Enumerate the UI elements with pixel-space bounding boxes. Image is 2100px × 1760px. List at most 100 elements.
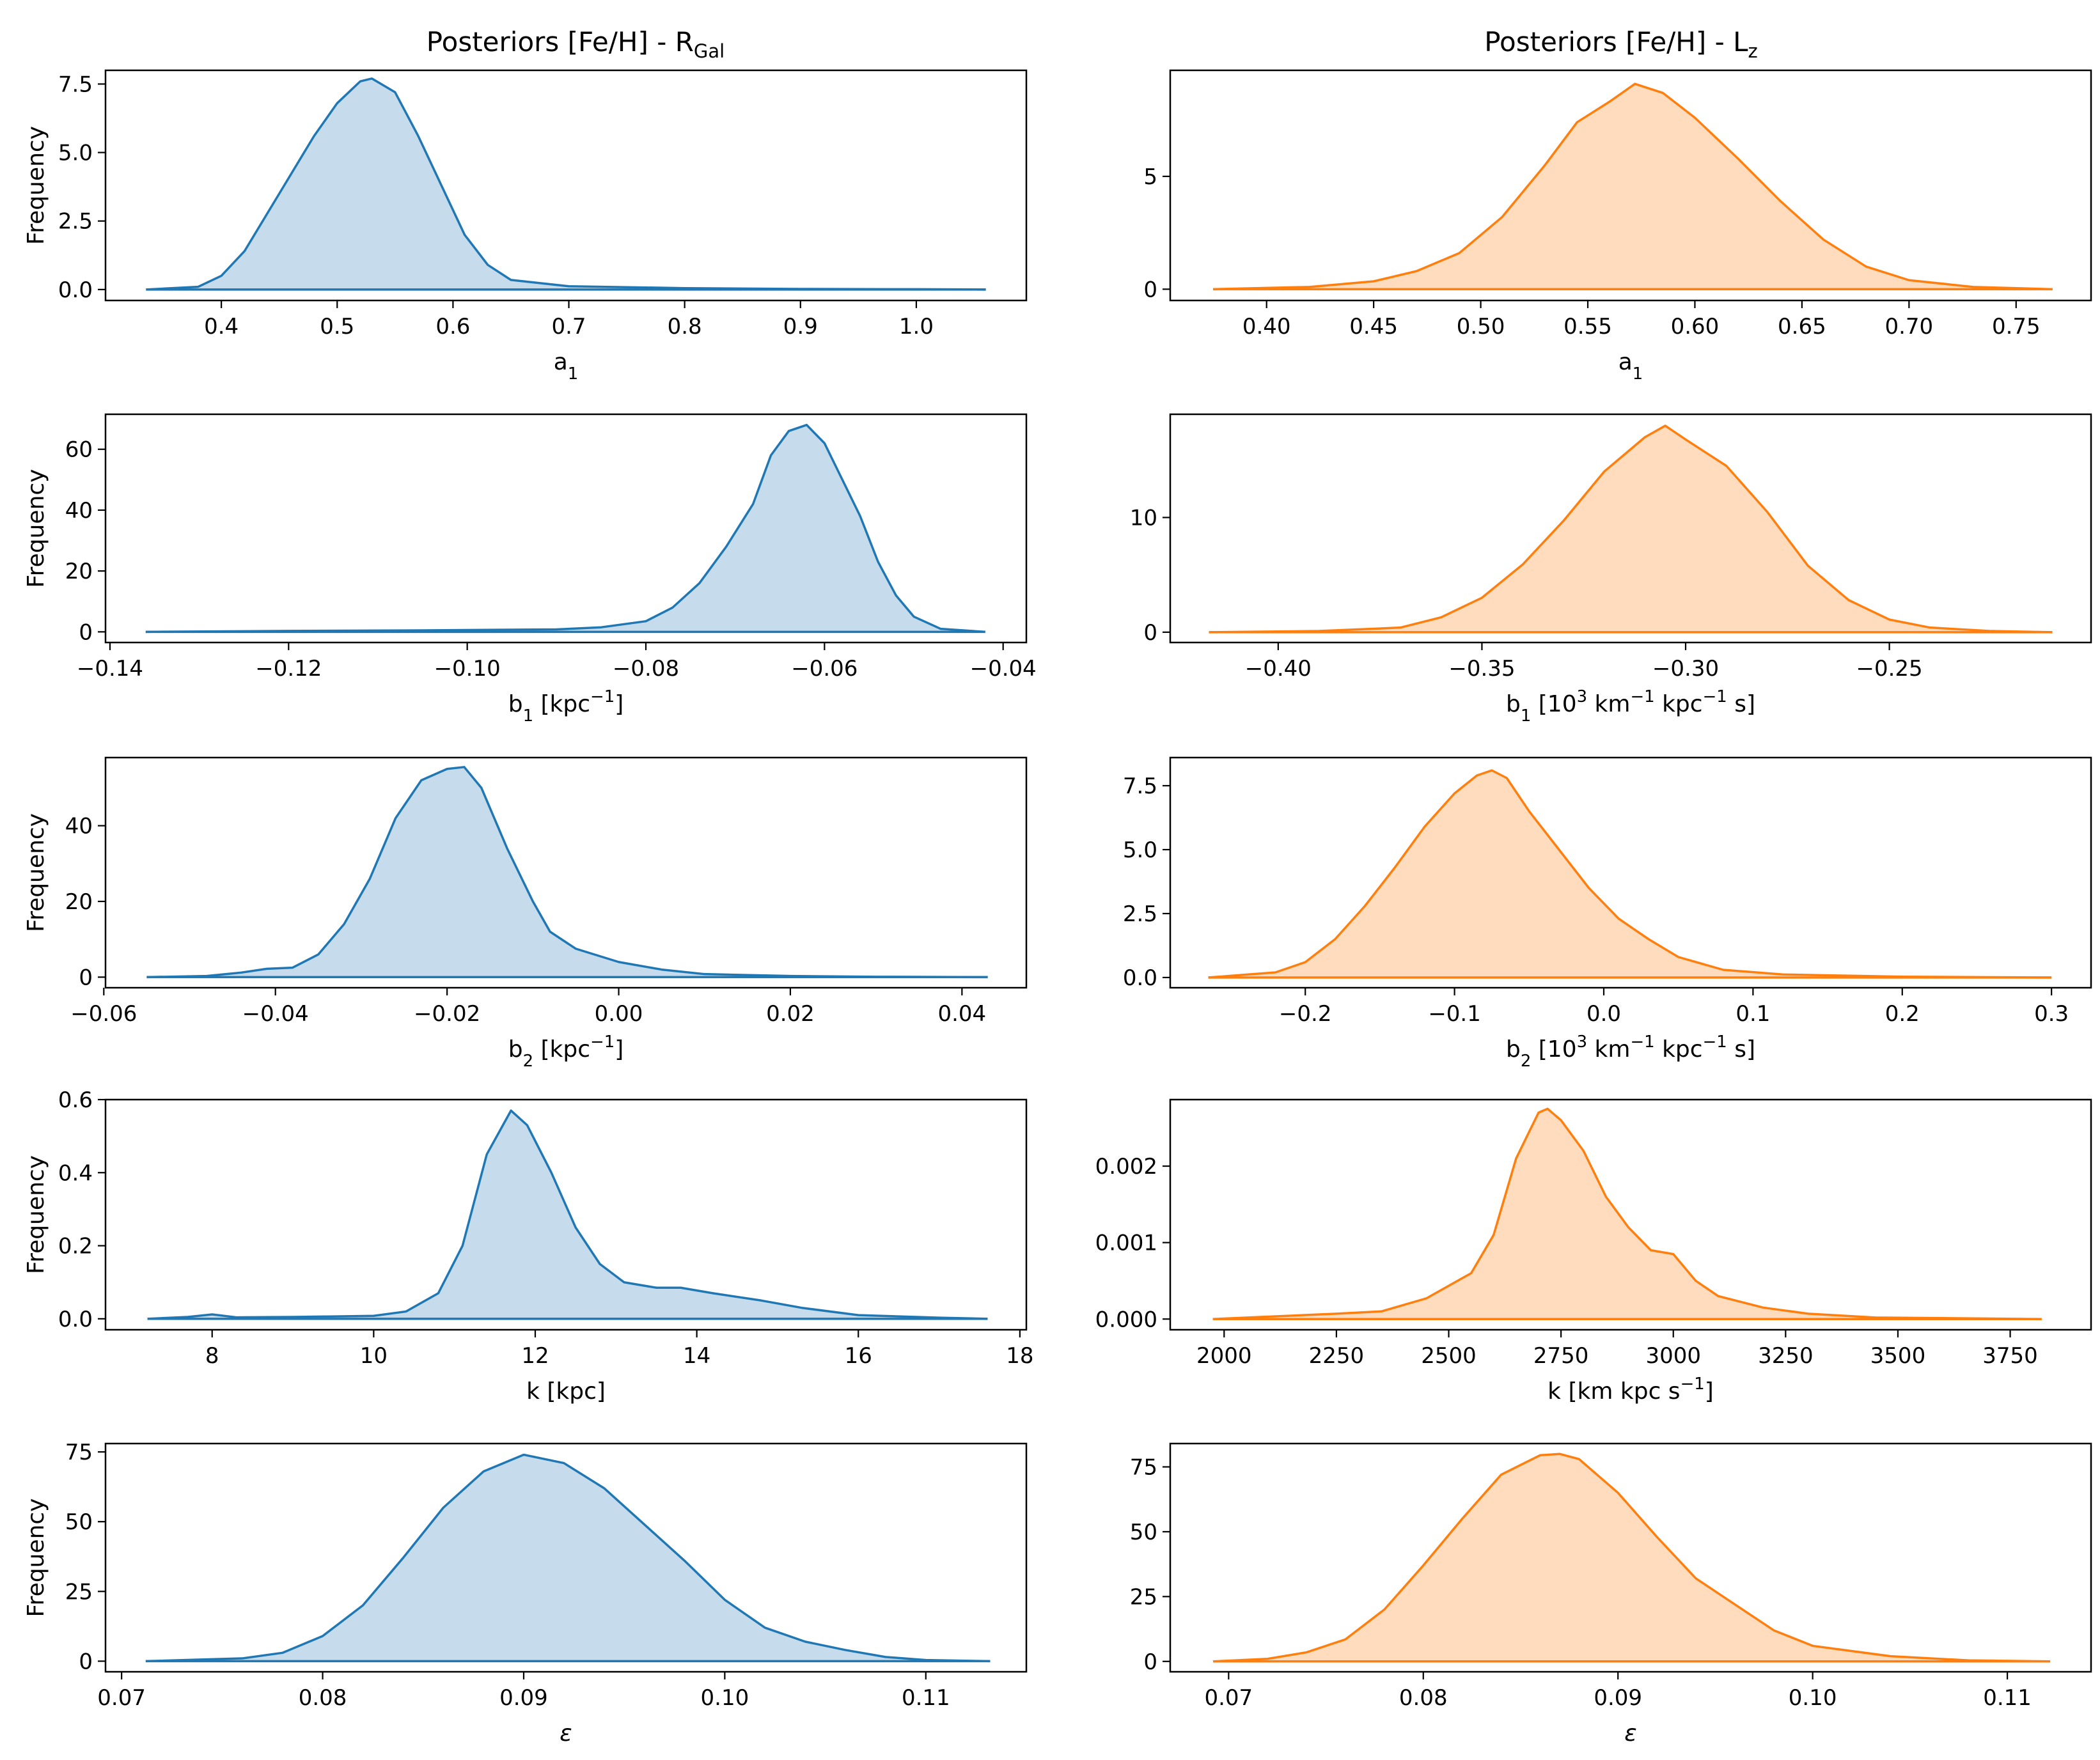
x-tick-label: 0.11 — [1983, 1685, 2032, 1711]
y-tick-label: 0.4 — [58, 1160, 93, 1186]
axes-frame — [1169, 756, 2092, 989]
x-tick-label: 0.3 — [2034, 1001, 2069, 1027]
density-curve — [147, 1109, 988, 1320]
x-tick-label: −0.1 — [1428, 1001, 1481, 1027]
y-tick-label: 0 — [79, 965, 93, 990]
y-tick-label: 2.5 — [1123, 901, 1157, 927]
axes-frame — [1169, 69, 2092, 302]
x-tick-label: 0.09 — [499, 1685, 548, 1711]
y-tick-label: 7.5 — [58, 72, 93, 97]
density-curve — [1208, 769, 2052, 979]
y-tick-label: 40 — [65, 814, 93, 839]
density-curve — [146, 77, 986, 291]
density-curve — [146, 766, 988, 979]
x-tick-label: −0.40 — [1245, 656, 1312, 681]
x-tick-label: 0.10 — [1789, 1685, 1837, 1711]
y-tick-label: 5 — [1143, 164, 1157, 190]
x-tick-label: 0.00 — [595, 1001, 643, 1027]
y-tick-label: 25 — [65, 1579, 93, 1605]
x-tick-label: −0.12 — [255, 656, 322, 681]
y-tick-label: 75 — [65, 1440, 93, 1465]
x-axis-label: b2 [103 km−1 kpc−1 s] — [1506, 1032, 1755, 1071]
x-tick-label: 3500 — [1870, 1343, 1926, 1369]
x-tick-label: 0.09 — [1594, 1685, 1642, 1711]
y-axis-label: Frequency — [23, 1499, 49, 1617]
axes-frame — [104, 413, 1028, 644]
left-column-title: Posteriors [Fe/H] - RGal — [427, 26, 725, 62]
y-tick-label: 5.0 — [58, 141, 93, 166]
x-tick-label: 2250 — [1309, 1343, 1365, 1369]
density-fill — [145, 1454, 991, 1662]
y-axis-label: Frequency — [23, 126, 49, 245]
x-tick-label: 12 — [521, 1343, 549, 1369]
axes-frame — [104, 756, 1028, 989]
panel-right-1: 0.40 0.45 0.50 0.55 0.60 0.65 0.70 0.75 0 5 a1 — [1143, 69, 2092, 384]
x-tick-label: −0.30 — [1652, 656, 1719, 681]
x-tick-label: 0.55 — [1563, 314, 1612, 339]
density-fill — [1212, 1109, 2042, 1320]
x-tick-label: 3750 — [1982, 1343, 2038, 1369]
y-tick-label: 25 — [1130, 1584, 1157, 1610]
y-tick-label: 0 — [1143, 620, 1157, 646]
y-tick-label: 0.0 — [58, 1307, 93, 1332]
y-axis-label: Frequency — [23, 469, 49, 588]
y-tick-label: 5.0 — [1123, 837, 1157, 863]
y-axis-label: Frequency — [23, 813, 49, 932]
axes-frame — [1169, 413, 2092, 644]
x-tick-label: 8 — [205, 1343, 219, 1369]
x-tick-label: −0.04 — [242, 1001, 309, 1027]
x-axis-label: b2 [kpc−1] — [508, 1032, 624, 1071]
right-column-title: Posteriors [Fe/H] - Lz — [1484, 26, 1758, 62]
density-curve — [145, 423, 985, 634]
x-tick-label: 0.50 — [1457, 314, 1505, 339]
x-tick-label: 18 — [1006, 1343, 1033, 1369]
y-tick-label: 0.2 — [58, 1234, 93, 1259]
x-tick-label: 14 — [683, 1343, 710, 1369]
density-curve — [1209, 424, 2053, 634]
x-axis-label: b1 [103 km−1 kpc−1 s] — [1506, 687, 1755, 726]
density-curve — [1212, 1452, 2051, 1663]
y-tick-label: 40 — [65, 498, 93, 524]
y-axis-label: Frequency — [23, 1155, 49, 1274]
y-tick-label: 0.6 — [58, 1087, 93, 1113]
x-tick-label: −0.02 — [414, 1001, 480, 1027]
x-tick-label: 2500 — [1421, 1343, 1477, 1369]
density-curve — [1212, 1107, 2042, 1321]
panel-right-5: 0.07 0.08 0.09 0.10 0.11 0 25 50 75 ε — [1130, 1442, 2092, 1747]
x-tick-label: 0.70 — [1885, 314, 1933, 339]
panel-left-2: −0.14 −0.12 −0.10 −0.08 −0.06 −0.04 0 20 40 60 b1 … — [23, 413, 1037, 726]
y-tick-label: 0 — [79, 1649, 93, 1674]
x-tick-label: 1.0 — [899, 314, 934, 339]
x-tick-label: −0.06 — [791, 656, 858, 681]
x-tick-label: 0.11 — [902, 1685, 950, 1711]
y-tick-label: 20 — [65, 559, 93, 584]
x-tick-label: 0.0 — [1587, 1001, 1621, 1027]
x-tick-label: 0.1 — [1736, 1001, 1770, 1027]
x-tick-label: 0.07 — [1204, 1685, 1253, 1711]
axes-frame — [1169, 1442, 2092, 1673]
x-tick-label: −0.08 — [613, 656, 679, 681]
x-tick-label: 0.9 — [783, 314, 818, 339]
x-tick-label: 0.07 — [97, 1685, 146, 1711]
density-fill — [146, 767, 988, 977]
x-tick-label: 3000 — [1645, 1343, 1701, 1369]
density-fill — [1208, 770, 2052, 977]
y-tick-label: 2.5 — [58, 209, 93, 235]
x-tick-label: −0.04 — [970, 656, 1037, 681]
x-tick-label: 16 — [845, 1343, 872, 1369]
x-tick-label: 0.02 — [766, 1001, 815, 1027]
x-tick-label: 0.40 — [1242, 314, 1291, 339]
y-tick-label: 0.0 — [1123, 965, 1157, 991]
density-fill — [1212, 1454, 2051, 1662]
x-tick-label: −0.10 — [434, 656, 501, 681]
x-tick-label: 10 — [360, 1343, 388, 1369]
y-tick-label: 0.002 — [1095, 1154, 1157, 1180]
x-tick-label: 0.04 — [937, 1001, 986, 1027]
y-tick-label: 20 — [65, 889, 93, 915]
density-fill — [1212, 84, 2053, 290]
x-tick-label: 0.8 — [668, 314, 702, 339]
density-curve — [1212, 82, 2053, 291]
x-axis-label: k [kpc] — [526, 1378, 606, 1405]
x-tick-label: 0.7 — [551, 314, 586, 339]
